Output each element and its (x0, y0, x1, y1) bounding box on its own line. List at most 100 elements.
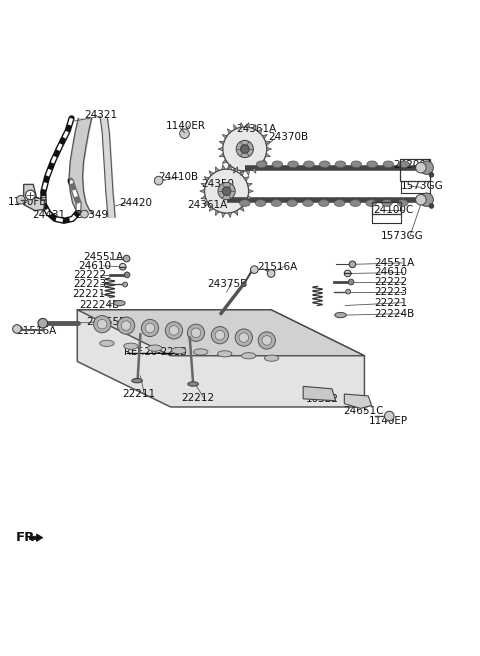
Polygon shape (258, 129, 263, 134)
Ellipse shape (148, 345, 162, 351)
Circle shape (124, 272, 130, 277)
Ellipse shape (240, 199, 250, 207)
Polygon shape (201, 195, 206, 199)
Circle shape (81, 211, 88, 218)
Polygon shape (240, 123, 243, 127)
Text: 24610: 24610 (374, 268, 407, 277)
Polygon shape (218, 147, 223, 151)
Ellipse shape (382, 199, 392, 207)
Polygon shape (234, 125, 237, 130)
Polygon shape (227, 129, 232, 134)
Ellipse shape (335, 161, 346, 168)
Text: REF.20-221B: REF.20-221B (124, 347, 187, 357)
Polygon shape (262, 134, 267, 138)
Text: 21516A: 21516A (16, 326, 56, 336)
Text: 24321: 24321 (84, 110, 118, 120)
Ellipse shape (188, 382, 198, 386)
Circle shape (349, 261, 356, 268)
Text: FR.: FR. (16, 531, 41, 544)
Circle shape (267, 270, 275, 277)
Circle shape (155, 176, 163, 185)
Text: 21516A: 21516A (257, 262, 297, 272)
Polygon shape (234, 211, 238, 216)
Text: 24200A: 24200A (393, 160, 433, 171)
Ellipse shape (350, 199, 360, 207)
Circle shape (384, 411, 394, 421)
Text: 24370B: 24370B (269, 132, 309, 142)
Text: 10522: 10522 (306, 394, 339, 404)
Text: 24100C: 24100C (373, 205, 413, 215)
Polygon shape (265, 154, 271, 157)
Polygon shape (222, 134, 227, 138)
Polygon shape (77, 310, 364, 407)
Text: 24551A: 24551A (374, 258, 414, 268)
Text: 22222: 22222 (73, 270, 107, 280)
Text: 24410B: 24410B (158, 172, 199, 182)
Polygon shape (234, 168, 237, 173)
Circle shape (420, 193, 433, 207)
Ellipse shape (255, 199, 266, 207)
Circle shape (97, 319, 107, 329)
Circle shape (211, 327, 228, 344)
Circle shape (429, 203, 434, 209)
Polygon shape (344, 394, 372, 409)
Polygon shape (252, 168, 256, 173)
Polygon shape (209, 171, 214, 176)
Circle shape (191, 328, 201, 338)
Circle shape (420, 161, 433, 174)
Text: 22212: 22212 (181, 394, 215, 403)
Ellipse shape (304, 161, 314, 168)
Polygon shape (246, 123, 250, 127)
Circle shape (240, 145, 249, 154)
Circle shape (223, 127, 267, 171)
Ellipse shape (271, 199, 282, 207)
Text: 24355F: 24355F (86, 318, 125, 327)
Circle shape (346, 289, 350, 294)
Circle shape (12, 325, 21, 333)
Polygon shape (247, 183, 252, 186)
Circle shape (344, 270, 351, 277)
Ellipse shape (303, 199, 313, 207)
Polygon shape (209, 207, 214, 211)
Text: 24361A: 24361A (236, 125, 276, 134)
Text: 24420: 24420 (120, 197, 152, 207)
Polygon shape (303, 386, 336, 401)
Circle shape (123, 255, 130, 262)
Text: 22223: 22223 (73, 279, 107, 289)
Polygon shape (216, 211, 219, 216)
Text: 22224B: 22224B (80, 300, 120, 310)
Circle shape (215, 331, 225, 340)
Text: 1140FE: 1140FE (8, 197, 47, 207)
Circle shape (239, 333, 249, 342)
Text: 22221: 22221 (72, 289, 106, 298)
Circle shape (251, 266, 258, 274)
Text: 22221: 22221 (374, 298, 407, 308)
Polygon shape (201, 183, 206, 186)
Circle shape (204, 169, 249, 213)
Ellipse shape (124, 343, 138, 349)
Polygon shape (204, 176, 209, 181)
Circle shape (145, 323, 155, 333)
Ellipse shape (399, 161, 409, 168)
Circle shape (180, 129, 189, 138)
Polygon shape (200, 190, 204, 193)
Circle shape (120, 264, 126, 270)
Polygon shape (240, 171, 244, 176)
Ellipse shape (351, 161, 361, 168)
Polygon shape (222, 213, 225, 218)
Polygon shape (244, 201, 249, 205)
Circle shape (121, 321, 131, 331)
Circle shape (142, 319, 158, 337)
Ellipse shape (132, 379, 143, 383)
Circle shape (25, 190, 35, 199)
Polygon shape (222, 159, 227, 163)
Polygon shape (219, 141, 224, 144)
Circle shape (16, 195, 25, 204)
Circle shape (262, 336, 272, 345)
Text: 1140EP: 1140EP (369, 417, 408, 426)
Circle shape (416, 194, 426, 205)
Ellipse shape (335, 312, 346, 318)
Circle shape (236, 140, 253, 157)
Text: 1140ER: 1140ER (166, 121, 206, 131)
Ellipse shape (366, 199, 376, 207)
